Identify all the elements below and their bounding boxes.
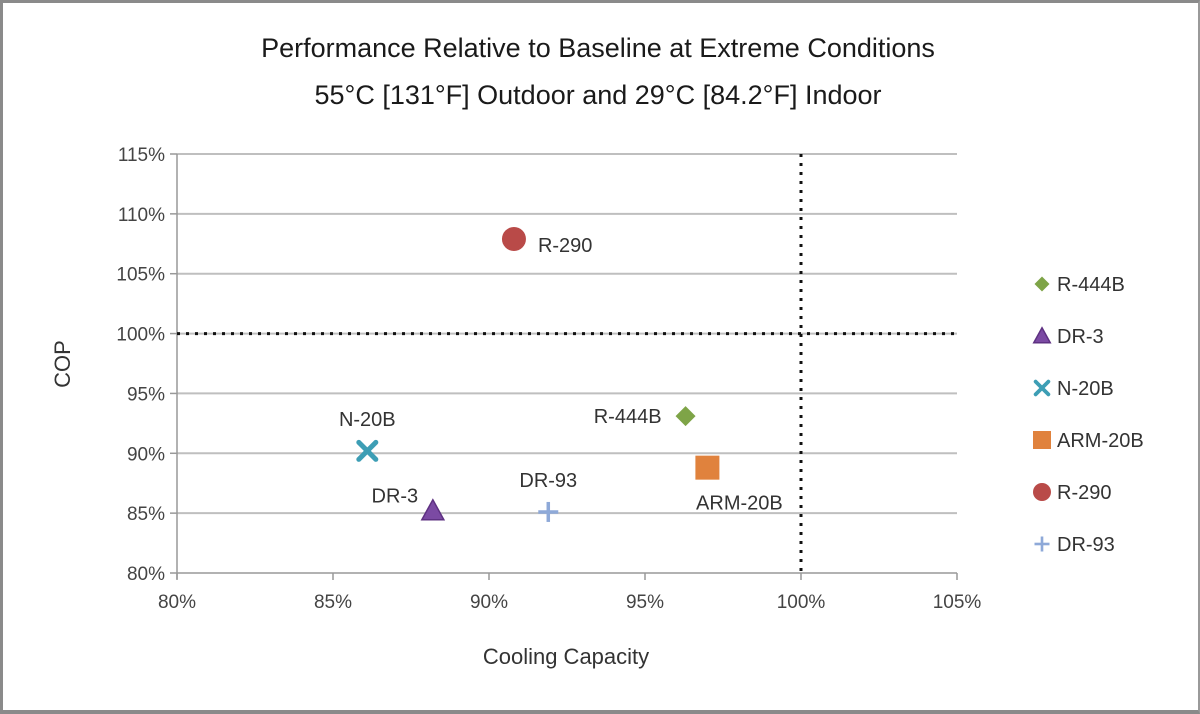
y-tick-label: 110% <box>118 205 165 226</box>
legend-label-dr-3: DR-3 <box>1057 326 1104 348</box>
y-tick-label: 115% <box>118 145 165 166</box>
data-point-n-20b <box>356 439 379 462</box>
legend-marker-n-20b <box>1033 379 1051 397</box>
data-point-arm-20b <box>695 455 720 480</box>
data-label-dr-93: DR-93 <box>519 470 577 492</box>
legend-label-dr-93: DR-93 <box>1057 534 1115 556</box>
y-tick-label: 95% <box>127 384 165 405</box>
data-label-r-290: R-290 <box>538 235 592 257</box>
legend-label-r-290: R-290 <box>1057 482 1111 504</box>
x-tick-label: 105% <box>933 592 982 613</box>
legend-marker-r-290 <box>1033 483 1051 501</box>
y-tick-label: 90% <box>127 444 165 465</box>
x-tick-label: 80% <box>158 592 196 613</box>
x-tick-label: 90% <box>470 592 508 613</box>
legend-label-r-444b: R-444B <box>1057 274 1125 296</box>
data-label-n-20b: N-20B <box>339 409 396 431</box>
data-label-dr-3: DR-3 <box>372 486 419 508</box>
legend-marker-arm-20b <box>1033 431 1051 449</box>
data-point-r-444b <box>675 406 696 427</box>
legend-label-arm-20b: ARM-20B <box>1057 430 1144 452</box>
y-tick-label: 80% <box>127 564 165 585</box>
x-tick-label: 95% <box>626 592 664 613</box>
data-point-dr-93 <box>538 501 559 522</box>
chart-title-line-1: Performance Relative to Baseline at Extr… <box>261 33 935 63</box>
chart-title-line-2: 55°C [131°F] Outdoor and 29°C [84.2°F] I… <box>314 80 881 110</box>
y-tick-label: 100% <box>116 325 165 346</box>
x-tick-label: 100% <box>777 592 826 613</box>
x-axis-label: Cooling Capacity <box>483 644 649 669</box>
data-label-r-444b: R-444B <box>594 406 662 428</box>
y-tick-label: 105% <box>116 265 165 286</box>
legend-marker-dr-3 <box>1032 326 1052 344</box>
legend-marker-r-444b <box>1034 276 1050 292</box>
legend-marker-dr-93 <box>1034 536 1050 552</box>
data-point-r-290 <box>501 226 526 251</box>
x-tick-label: 85% <box>314 592 352 613</box>
y-axis-label: COP <box>50 340 75 388</box>
legend-label-n-20b: N-20B <box>1057 378 1114 400</box>
y-tick-label: 85% <box>127 504 165 525</box>
data-point-dr-3 <box>420 498 446 521</box>
data-label-arm-20b: ARM-20B <box>696 493 783 515</box>
